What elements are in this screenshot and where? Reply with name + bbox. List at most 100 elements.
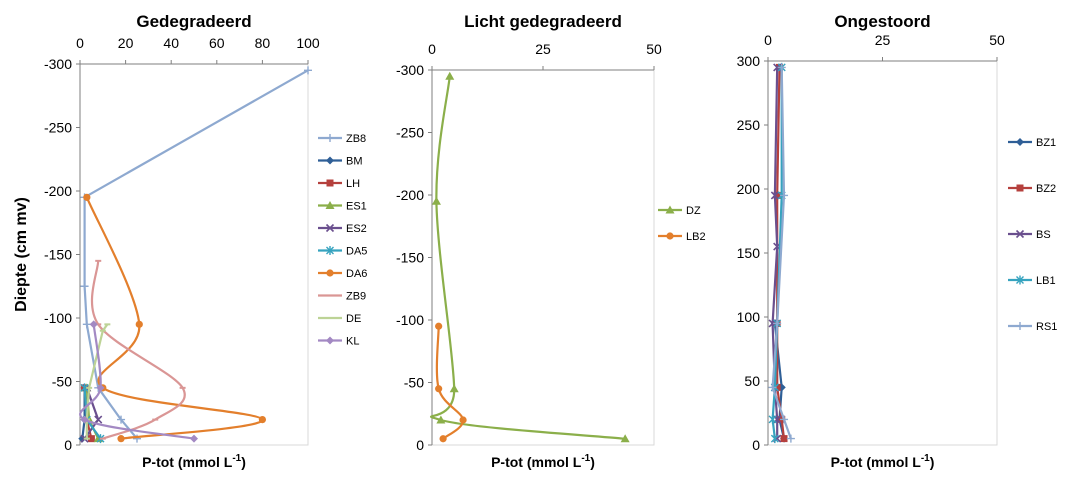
chart-title: Gedegradeerd: [136, 12, 251, 31]
data-point-lb2: [435, 322, 443, 330]
legend-swatch-marker: [326, 269, 334, 277]
legend-label: BS: [1036, 229, 1051, 241]
x-tick-label: 40: [163, 35, 179, 51]
legend-label: LH: [346, 178, 360, 190]
y-tick-label: 0: [752, 437, 760, 453]
series-rs1: [768, 63, 795, 443]
legend-swatch-marker: [325, 201, 335, 209]
plot-frame: [767, 60, 998, 446]
legend-swatch-marker: [326, 134, 334, 142]
data-point-lh: [87, 435, 95, 443]
data-point-zb8: [80, 282, 89, 291]
data-point-rs1: [780, 191, 789, 200]
x-axis-label: P-tot (mmol L-1): [831, 453, 935, 470]
legend-label: DE: [346, 313, 361, 325]
data-point-da6: [258, 416, 266, 424]
x-tick-label: 25: [535, 41, 551, 57]
chart-title: Licht gedegradeerd: [464, 12, 622, 31]
x-axis-label: P-tot (mmol L-1): [142, 453, 246, 470]
legend-swatch-marker: [1016, 275, 1024, 285]
series-kl: [79, 320, 198, 443]
x-tick-label: 25: [875, 32, 891, 48]
data-point-zb8: [82, 320, 91, 329]
legend-label: ZB8: [346, 133, 366, 145]
plot-frame: [431, 69, 655, 446]
series-line-dz: [430, 76, 626, 440]
y-tick-label: 300: [737, 53, 761, 69]
y-tick-label: 250: [737, 117, 761, 133]
legend-entry-kl: KL: [318, 336, 359, 348]
series-line-rs1: [771, 67, 792, 439]
data-point-rs1: [768, 383, 777, 392]
legend-label: BZ1: [1036, 137, 1056, 149]
series-line-da6: [85, 196, 264, 440]
legend-label: RS1: [1036, 321, 1057, 333]
series-line-lb2: [435, 326, 465, 440]
data-point-da6: [83, 193, 91, 201]
series-zb9: [90, 259, 186, 440]
y-axis-label: Diepte (cm mv): [13, 197, 30, 312]
data-point-rs1: [773, 319, 782, 328]
data-point-rs1: [777, 63, 786, 72]
data-point-kl: [96, 383, 105, 392]
legend-swatch-marker: [326, 156, 334, 165]
series-line-kl: [79, 324, 195, 440]
y-tick-label: -300: [396, 62, 424, 78]
y-tick-label: -250: [396, 125, 424, 141]
series-lb2: [435, 322, 467, 443]
legend-label: DA5: [346, 246, 367, 258]
legend-label: ES1: [346, 201, 367, 213]
data-point-da6: [117, 435, 125, 443]
legend-entry-de: DE: [318, 313, 361, 325]
legend-label: LB1: [1036, 275, 1056, 287]
legend-label: ZB9: [346, 291, 366, 303]
data-point-bm: [78, 434, 87, 443]
y-tick-label: 0: [416, 437, 424, 453]
data-point-bs: [770, 191, 779, 200]
data-point-lb2: [439, 435, 447, 443]
data-point-rs1: [780, 415, 789, 424]
data-point-zb8: [304, 66, 312, 75]
data-point-lb2: [435, 385, 443, 393]
y-tick-label: 0: [64, 437, 72, 453]
legend-label: ES2: [346, 223, 367, 235]
x-tick-label: 100: [296, 35, 320, 51]
legend-entry-bm: BM: [318, 156, 363, 168]
y-tick-label: -50: [52, 374, 72, 390]
series-dz: [430, 71, 630, 443]
legend-swatch-marker: [1016, 322, 1024, 330]
data-point-lb1: [768, 414, 777, 424]
chart-panel-1: Gedegradeerd 0 20 40 60 80 100 0 -50 -100 -150 -200…: [13, 12, 367, 470]
legend-entry-es2: ES2: [318, 223, 367, 235]
legend-swatch-marker: [1015, 229, 1025, 239]
legend-swatch-marker: [326, 179, 334, 187]
legend-entry-dz: DZ: [658, 205, 701, 217]
data-point-bz2: [773, 191, 781, 199]
x-tick-label: 0: [428, 41, 436, 57]
chart-title: Ongestoord: [834, 12, 930, 31]
legend-swatch-marker: [325, 223, 335, 233]
y-tick-label: 200: [737, 181, 761, 197]
legend-label: LB2: [686, 231, 706, 243]
x-tick-label: 0: [76, 35, 84, 51]
data-point-zb8: [117, 415, 126, 424]
x-tick-label: 60: [209, 35, 225, 51]
x-tick-label: 50: [989, 32, 1005, 48]
x-tick-label: 80: [255, 35, 271, 51]
data-point-da6: [135, 320, 143, 328]
x-tick-label: 20: [118, 35, 134, 51]
legend-entry-lb1: LB1: [1008, 275, 1056, 287]
legend-swatch-marker: [326, 246, 334, 255]
x-tick-label: 50: [646, 41, 662, 57]
legend-entry-lb2: LB2: [658, 231, 706, 243]
y-tick-label: -250: [44, 120, 72, 136]
legend-entry-bz2: BZ2: [1008, 183, 1056, 195]
data-point-dz: [431, 196, 441, 205]
legend-entry-zb8: ZB8: [318, 133, 366, 145]
y-tick-label: -300: [44, 56, 72, 72]
data-point-kl: [89, 320, 98, 329]
data-point-lb2: [459, 416, 467, 424]
data-point-kl: [190, 434, 198, 443]
